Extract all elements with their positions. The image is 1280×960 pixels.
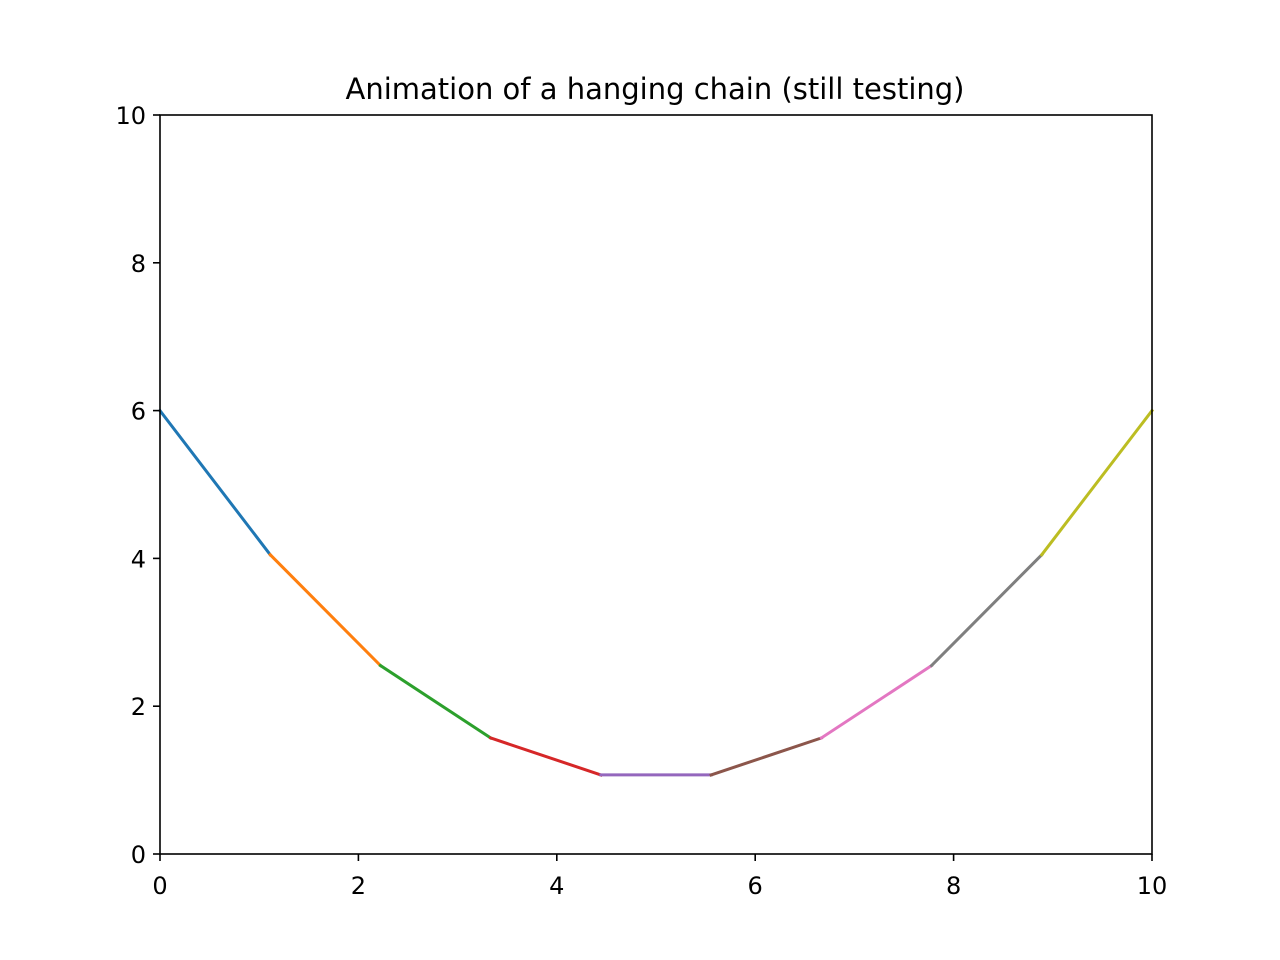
- x-axis: 0 2 4 6 8 10: [152, 854, 1167, 900]
- chain-segment-1: [157, 408, 273, 557]
- chain-segment-4: [488, 736, 603, 777]
- y-tick-label: 10: [115, 102, 146, 130]
- x-tick-label: 4: [549, 872, 564, 900]
- chart-title: Animation of a hanging chain (still test…: [345, 72, 964, 106]
- chain-segment-2: [268, 552, 383, 668]
- series-layer: [157, 408, 1155, 777]
- chain-segment-7: [819, 663, 934, 741]
- chain-segment-6: [709, 736, 824, 777]
- x-tick-label: 8: [946, 872, 961, 900]
- y-axis: 0 2 4 6 8 10: [115, 102, 160, 869]
- chain-segment-9: [1039, 408, 1155, 557]
- x-tick-label: 6: [748, 872, 763, 900]
- x-tick-label: 0: [152, 872, 167, 900]
- y-tick-label: 6: [131, 398, 146, 426]
- plot-frame: [159, 114, 1153, 855]
- x-tick-label: 10: [1137, 872, 1168, 900]
- y-tick-label: 4: [131, 545, 146, 573]
- x-tick-label: 2: [351, 872, 366, 900]
- chain-segment-3: [378, 663, 493, 741]
- y-tick-label: 2: [131, 693, 146, 721]
- chain-segment-8: [929, 552, 1044, 668]
- y-tick-label: 8: [131, 250, 146, 278]
- y-tick-label: 0: [131, 841, 146, 869]
